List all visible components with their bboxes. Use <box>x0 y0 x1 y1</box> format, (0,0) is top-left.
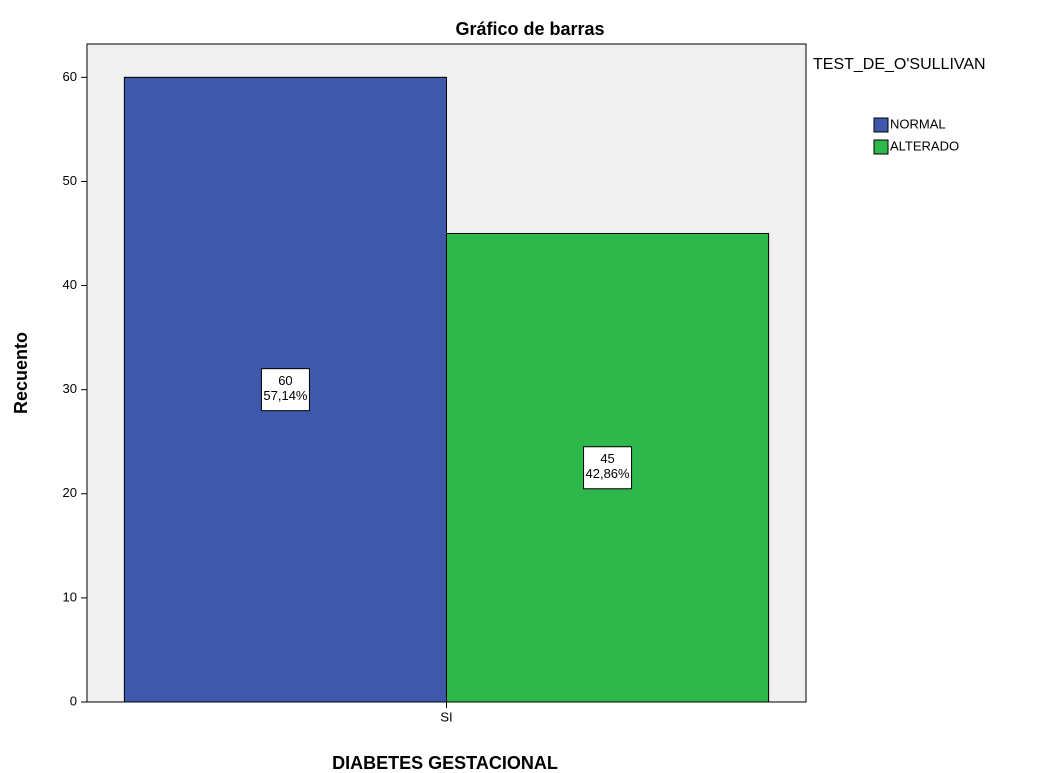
legend-swatch <box>873 117 889 133</box>
legend-title: TEST_DE_O'SULLIVAN <box>813 56 986 73</box>
percent-label: 57,14% <box>263 388 308 403</box>
y-tick-label: 60 <box>63 69 77 84</box>
y-tick-label: 50 <box>63 173 77 188</box>
y-tick-label: 20 <box>63 485 77 500</box>
legend-label: NORMAL <box>890 116 946 131</box>
value-label: 60 <box>278 373 292 388</box>
legend-label: ALTERADO <box>890 138 959 153</box>
value-label: 45 <box>600 451 614 466</box>
value-label-box <box>583 446 633 490</box>
y-tick-label: 40 <box>63 277 77 292</box>
value-label-box <box>260 368 310 412</box>
x-axis-label: DIABETES GESTACIONAL <box>332 753 558 773</box>
chart-title: Gráfico de barras <box>455 19 604 39</box>
y-tick-label: 10 <box>63 589 77 604</box>
x-tick-label: SI <box>440 709 452 724</box>
y-tick-label: 30 <box>63 381 77 396</box>
percent-label: 42,86% <box>586 466 631 481</box>
y-axis-label: Recuento <box>11 332 31 414</box>
legend-swatch <box>873 139 889 155</box>
y-tick-label: 0 <box>70 693 77 708</box>
